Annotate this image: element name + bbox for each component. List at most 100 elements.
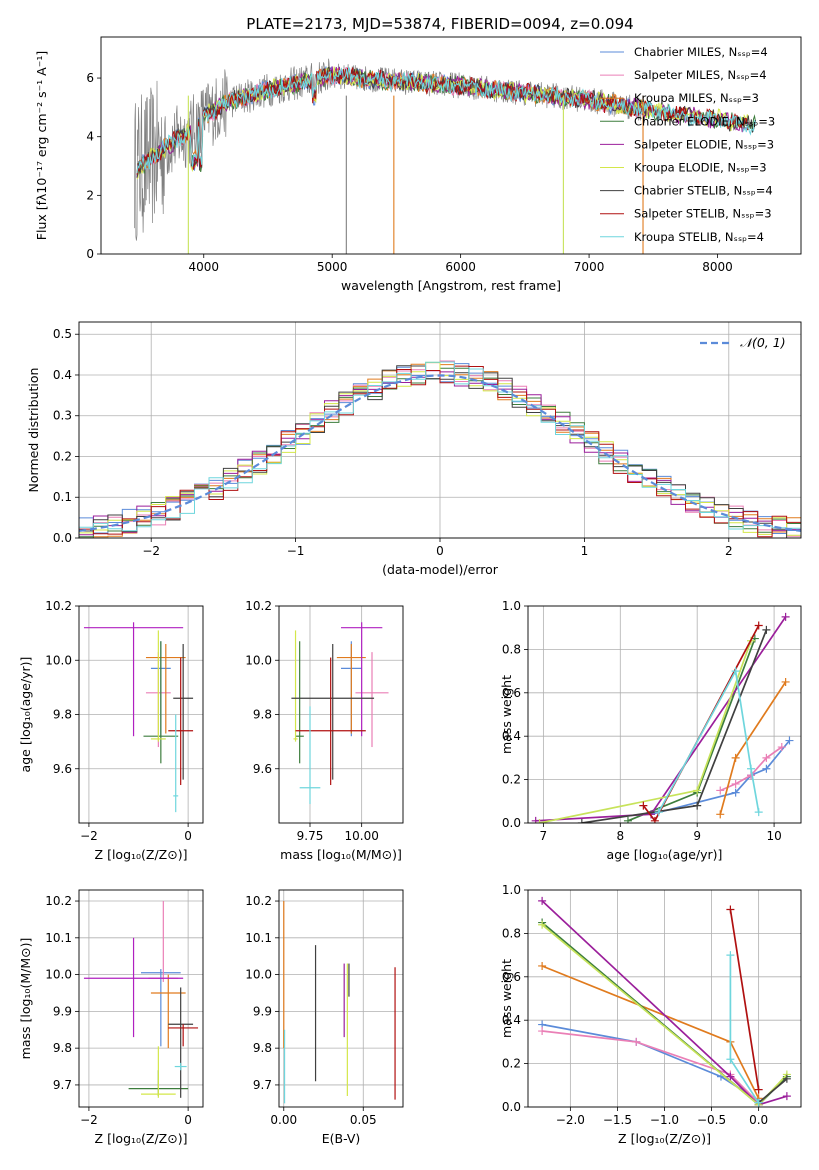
x-tick-label: 0.0 xyxy=(749,1113,768,1127)
x-tick-label: −2 xyxy=(80,1113,98,1127)
y-tick-label: 10.1 xyxy=(245,931,272,945)
weight-series-7 xyxy=(581,629,768,823)
y-axis-label: mass [log₁₀(M/M⊙)] xyxy=(18,938,33,1060)
y-tick-label: 0.2 xyxy=(502,1057,521,1071)
x-tick-label: 8 xyxy=(616,829,624,843)
weight-point xyxy=(716,810,725,819)
y-tick-label: 9.8 xyxy=(253,708,272,722)
y-tick-label: 0.3 xyxy=(53,409,72,423)
y-axis-label: Flux [fλ10⁻¹⁷ erg cm⁻² s⁻¹ A⁻¹] xyxy=(34,51,49,240)
weight-point xyxy=(731,788,740,797)
x-tick-label: 0 xyxy=(436,544,444,558)
legend-label: Salpeter STELIB, Nₛₛₚ=3 xyxy=(634,207,772,221)
x-axis-label: mass [log₁₀(M/M⊙)] xyxy=(280,847,402,862)
x-tick-label: 9.75 xyxy=(297,829,324,843)
mass-vs-ebv-axes-frame xyxy=(278,889,404,1108)
y-tick-label: 0.6 xyxy=(502,686,521,700)
y-tick-label: 9.9 xyxy=(53,1004,72,1018)
x-tick-label: 0.05 xyxy=(350,1113,377,1127)
weight-vs-age-frame: 7 8 9 10 0.0 0.2 0.4 0.6 0.8 1.0 age [log₁₀(age/yr… xyxy=(499,599,802,862)
residuals-legend: 𝒩(0, 1) xyxy=(700,335,786,350)
x-axis-label: age [log₁₀(age/yr)] xyxy=(607,847,723,862)
weight-point xyxy=(726,1072,735,1081)
x-axis-label: E(B-V) xyxy=(322,1131,361,1146)
residuals-panel: −2 −1 0 1 2 0.0 0.1 0.2 0.3 0.4 0.5 (data-model)/er… xyxy=(26,321,802,577)
weight-point xyxy=(731,667,740,676)
weight-point xyxy=(538,896,547,905)
weight-series-1 xyxy=(541,1023,760,1102)
y-tick-label: 10.1 xyxy=(45,931,72,945)
y-tick-label: 9.8 xyxy=(253,1041,272,1055)
y-tick-label: 9.6 xyxy=(53,762,72,776)
mass-vs-Z-axes-frame xyxy=(78,889,204,1108)
residuals-plot-area xyxy=(79,360,801,538)
weight-vs-Z-frame: −2.0 −1.5 −1.0 −0.5 0.0 0.0 0.2 0.4 0.6 0.8 1.0 Z [… xyxy=(499,883,802,1146)
weight-point xyxy=(754,621,763,630)
y-tick-label: 0.6 xyxy=(502,970,521,984)
age-vs-mass-axes-frame xyxy=(278,605,404,824)
y-tick-label: 0.4 xyxy=(502,1013,521,1027)
legend-label: Kroupa ELODIE, Nₛₛₚ=3 xyxy=(634,161,767,175)
weight-vs-age-axes-frame xyxy=(527,605,802,824)
weight-point xyxy=(538,961,547,970)
y-tick-label: 1.0 xyxy=(502,883,521,897)
x-tick-label: 7 xyxy=(540,829,548,843)
spectrum-axes-frame xyxy=(100,36,802,255)
x-tick-label: 10.00 xyxy=(344,829,378,843)
x-tick-label: 9 xyxy=(693,829,701,843)
x-tick-label: −1.0 xyxy=(650,1113,679,1127)
y-tick-label: 0.8 xyxy=(502,926,521,940)
mass-vs-Z-grid xyxy=(79,890,203,1107)
residual-histogram-2 xyxy=(79,360,801,538)
x-tick-label: 1 xyxy=(581,544,589,558)
normal-distribution-curve xyxy=(79,374,801,532)
y-tick-label: 0.8 xyxy=(502,642,521,656)
y-tick-label: 10.0 xyxy=(45,968,72,982)
y-tick-label: 9.6 xyxy=(253,762,272,776)
spectrum-legend: Chabrier MILES, Nₛₛₚ=4 Salpeter MILES, Nₛ… xyxy=(600,45,775,244)
residuals-frame: −2 −1 0 1 2 0.0 0.1 0.2 0.3 0.4 0.5 (data-model)/er… xyxy=(26,321,802,577)
weight-vs-age-grid xyxy=(528,605,801,824)
model-spectrum-9 xyxy=(136,66,756,174)
weight-point xyxy=(782,1092,791,1101)
weight-point xyxy=(777,743,786,752)
weight-point xyxy=(535,819,544,823)
weight-point xyxy=(754,1085,763,1094)
weight-point xyxy=(731,753,740,762)
weight-point xyxy=(754,808,763,817)
y-tick-label: 0.2 xyxy=(53,449,72,463)
weight-vs-Z-axes-frame xyxy=(527,889,802,1108)
weight-series-8 xyxy=(729,909,760,1090)
mass-vs-ebv-frame: 0.00 0.05 9.7 9.8 9.9 10.0 10.1 10.2 E(B-V) xyxy=(245,889,404,1146)
weight-point xyxy=(785,736,794,745)
x-tick-label: 10 xyxy=(766,829,781,843)
y-tick-label: 2 xyxy=(86,188,94,202)
figure-title: PLATE=2173, MJD=53874, FIBERID=0094, z=0… xyxy=(246,15,633,33)
y-tick-label: 0.4 xyxy=(53,368,72,382)
weight-point xyxy=(762,753,771,762)
weight-series-2 xyxy=(542,1030,760,1104)
weight-vs-age-panel: 7 8 9 10 0.0 0.2 0.4 0.6 0.8 1.0 age [log₁₀(age/yr… xyxy=(499,599,802,862)
legend-label: Chabrier MILES, Nₛₛₚ=4 xyxy=(634,45,768,59)
y-tick-label: 0.0 xyxy=(502,1100,521,1114)
weight-point xyxy=(693,786,702,795)
weight-point xyxy=(623,816,632,823)
mass-vs-ebv-grid xyxy=(279,890,403,1107)
y-tick-label: 9.9 xyxy=(253,1004,272,1018)
mass-vs-Z-frame: −2 0 9.7 9.8 9.9 10.0 10.1 10.2 Z [log₁₀(Z/Z⊙)] m… xyxy=(18,889,204,1146)
weight-vs-age-plot-area xyxy=(531,612,794,823)
mass-vs-Z-panel: −2 0 9.7 9.8 9.9 10.0 10.1 10.2 Z [log₁₀(Z/Z⊙)] m… xyxy=(18,889,204,1146)
weight-point xyxy=(650,816,659,823)
weight-point xyxy=(639,801,648,810)
y-tick-label: 9.7 xyxy=(53,1078,72,1092)
weight-series-9 xyxy=(657,668,760,813)
y-axis-label: mass weight xyxy=(499,675,514,754)
mass-vs-Z-plot-area xyxy=(83,901,199,1098)
y-tick-label: 0.5 xyxy=(53,327,72,341)
residuals-grid xyxy=(79,322,801,539)
weight-series-7 xyxy=(758,1078,788,1104)
y-axis-label: mass weight xyxy=(499,959,514,1038)
mass-vs-ebv-panel: 0.00 0.05 9.7 9.8 9.9 10.0 10.1 10.2 E(B-V) xyxy=(245,889,404,1146)
y-tick-label: 0.4 xyxy=(502,729,521,743)
